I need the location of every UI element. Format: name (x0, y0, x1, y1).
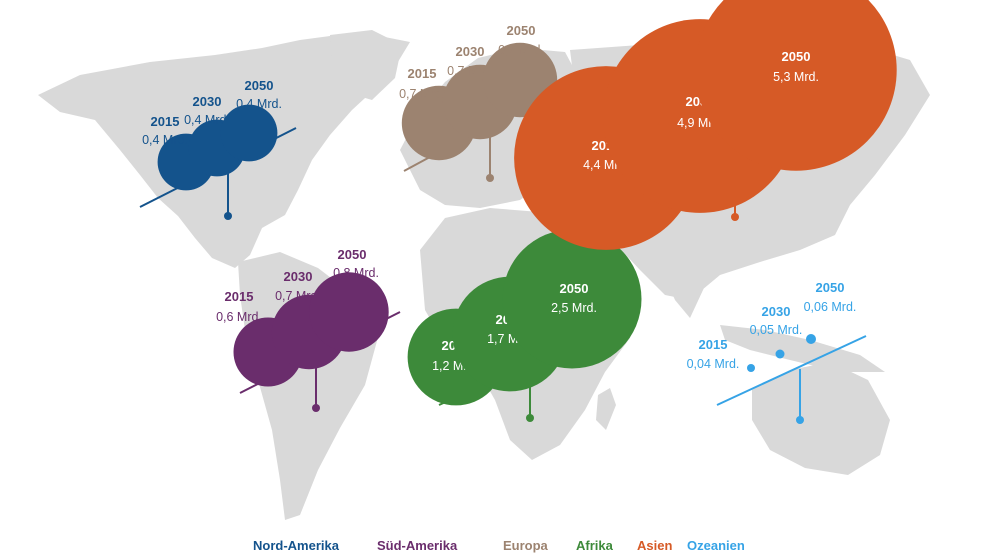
nord-amerika-group: 2015 0,4 Mrd. 2030 0,4 Mrd. 2050 0,4 Mrd. (139, 78, 297, 220)
sued-amerika-bubble-2050 (309, 272, 389, 352)
europa-value-label-2030: 0,7 Mrd. (447, 64, 493, 78)
ozeanien-bubble-2015 (747, 364, 755, 372)
sued-amerika-year-label-2050: 2050 (338, 247, 367, 262)
sued-amerika-value-label-2050: 0,8 Mrd. (333, 266, 379, 280)
afrika-bubble-2050 (502, 229, 642, 369)
europa-value-label-2050: 0,7 Mrd. (498, 43, 544, 57)
ozeanien-year-label-2030: 2030 (762, 304, 791, 319)
sued-amerika-year-label-2030: 2030 (284, 269, 313, 284)
legend-item-europa: Europa (503, 538, 548, 553)
ozeanien-value-label-2015: 0,04 Mrd. (687, 357, 740, 371)
europa-group: 2015 0,7 Mrd. 2030 0,7 Mrd. 2050 0,7 Mrd. (399, 23, 579, 182)
ozeanien-bubble-2050 (806, 334, 816, 344)
asien-bubble-2050 (695, 0, 897, 171)
nord-amerika-year-label-2015: 2015 (151, 114, 180, 129)
asien-pointer-dot (731, 213, 739, 221)
ozeanien-bubble-2030 (775, 349, 785, 359)
india-shape (655, 250, 710, 318)
ozeanien-pointer-dot (796, 416, 804, 424)
ozeanien-baseline (716, 335, 867, 406)
legend-item-nord-amerika: Nord-Amerika (253, 538, 339, 553)
ozeanien-year-label-2015: 2015 (699, 337, 728, 352)
legend-item-asien: Asien (637, 538, 673, 553)
greenland-shape (330, 30, 402, 100)
sued-amerika-year-label-2015: 2015 (225, 289, 254, 304)
nord-amerika-value-label-2050: 0,4 Mrd. (236, 97, 282, 111)
europa-value-label-2015: 0,7 Mrd. (399, 87, 445, 101)
nord-amerika-year-label-2030: 2030 (193, 94, 222, 109)
europa-year-label-2030: 2030 (456, 44, 485, 59)
legend-item-ozeanien: Ozeanien (687, 538, 745, 553)
legend-item-afrika: Afrika (576, 538, 613, 553)
legend: Nord-Amerika Süd-Amerika Europa Afrika Asien… (0, 538, 1000, 553)
ozeanien-value-label-2030: 0,05 Mrd. (750, 323, 803, 337)
nord-amerika-year-label-2050: 2050 (245, 78, 274, 93)
sued-amerika-value-label-2015: 0,6 Mrd. (216, 310, 262, 324)
afrika-year-label-2050: 2050 (560, 281, 589, 296)
indonesia-shape (720, 325, 885, 372)
australia-shape (752, 362, 890, 475)
europa-year-label-2050: 2050 (507, 23, 536, 38)
europa-year-label-2015: 2015 (408, 66, 437, 81)
legend-item-sued-amerika: Süd-Amerika (377, 538, 458, 553)
ozeanien-group: 2015 0,04 Mrd. 2030 0,05 Mrd. 2050 0,06 Mrd. (687, 280, 867, 424)
ozeanien-year-label-2050: 2050 (816, 280, 845, 295)
sued-amerika-group: 2015 0,6 Mrd. 2030 0,7 Mrd. 2050 0,8 Mrd. (216, 247, 401, 412)
europa-pointer-dot (486, 174, 494, 182)
ozeanien-value-label-2050: 0,06 Mrd. (804, 300, 857, 314)
sued-amerika-value-label-2030: 0,7 Mrd. (275, 289, 321, 303)
nord-amerika-pointer-dot (224, 212, 232, 220)
nord-amerika-value-label-2030: 0,4 Mrd. (184, 113, 230, 127)
afrika-value-label-2050: 2,5 Mrd. (551, 301, 597, 315)
asien-value-label-2050: 5,3 Mrd. (773, 70, 819, 84)
asien-year-label-2050: 2050 (782, 49, 811, 64)
madagascar-shape (596, 388, 616, 430)
afrika-pointer-dot (526, 414, 534, 422)
sued-amerika-pointer-dot (312, 404, 320, 412)
nord-amerika-value-label-2015: 0,4 Mrd. (142, 133, 188, 147)
nord-amerika-bubble-2050 (220, 104, 278, 162)
